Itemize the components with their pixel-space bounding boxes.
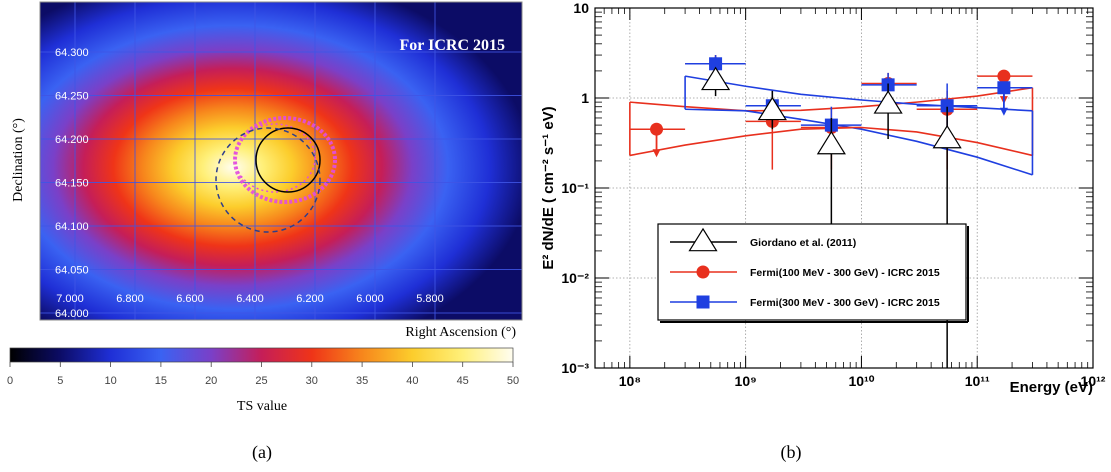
dec-tick-label: 64.100 xyxy=(55,221,89,233)
map-frame xyxy=(39,1,523,321)
colorbar xyxy=(9,347,514,363)
ts-contour xyxy=(233,116,337,204)
x-axis-label: Energy (eV) xyxy=(1010,379,1093,396)
data-points xyxy=(629,55,1033,368)
x-tick-label: 10⁹ xyxy=(735,373,757,389)
dec-tick-label: 64.150 xyxy=(55,178,89,190)
marker xyxy=(709,57,723,71)
ra-ticks: 7.000 6.800 6.600 6.400 6.200 6.000 5.800 xyxy=(56,293,444,305)
data-point xyxy=(629,122,686,158)
data-point xyxy=(701,66,731,97)
legend-entry: Fermi(100 MeV - 300 GeV) - ICRC 2015 xyxy=(670,265,940,279)
marker xyxy=(757,96,787,121)
y-axis-label: E² dN/dE ( cm⁻² s⁻¹ eV) xyxy=(540,106,557,269)
marker xyxy=(932,124,962,149)
marker xyxy=(816,130,846,155)
ra-tick-label: 6.800 xyxy=(116,293,144,305)
marker xyxy=(873,90,903,114)
legend-entry: Giordano et al. (2011) xyxy=(670,227,856,252)
band-upper-line xyxy=(684,75,1033,112)
ts-map-image xyxy=(40,2,522,320)
data-point xyxy=(757,90,787,130)
x-tick-label: 10⁸ xyxy=(619,373,641,389)
colorbar-tick-label: 15 xyxy=(155,375,167,387)
colorbar-tick-label: 10 xyxy=(104,375,116,387)
ra-tick-label: 7.000 xyxy=(56,293,84,305)
ts-map-panel: For ICRC 2015 64.300 64.250 64.200 64.150 64… xyxy=(0,0,525,467)
sed-panel: 10⁸ 10⁹ 10¹⁰ 10¹¹ 10¹² 10⁻³ 10⁻² 10⁻¹ 1 10 E² dN/… xyxy=(525,0,1111,467)
legend-label: Giordano et al. (2011) xyxy=(750,237,856,249)
colorbar-tick-label: 35 xyxy=(356,375,368,387)
legend-marker xyxy=(696,295,710,309)
map-grid xyxy=(40,2,522,320)
legend-marker xyxy=(688,227,718,252)
solid-circle xyxy=(255,127,321,193)
ra-label: Right Ascension (°) xyxy=(405,325,516,340)
band-lower-line xyxy=(685,108,1033,176)
dec-tick-label: 64.050 xyxy=(55,265,89,277)
data-point xyxy=(873,83,903,140)
colorbar-label: TS value xyxy=(237,399,287,414)
legend: Giordano et al. (2011) Fermi(100 MeV - 30… xyxy=(657,223,969,323)
colorbar-tick-label: 30 xyxy=(306,375,318,387)
upper-limit-arrow xyxy=(999,107,1008,116)
legend-label: Fermi(300 MeV - 300 GeV) - ICRC 2015 xyxy=(750,297,940,309)
declination-ticks: 64.300 64.250 64.200 64.150 64.100 64.050 64.0… xyxy=(55,47,89,320)
x-tick-label: 10¹¹ xyxy=(965,373,990,389)
legend-label: Fermi(100 MeV - 300 GeV) - ICRC 2015 xyxy=(750,267,940,279)
sed-chart: 10⁸ 10⁹ 10¹⁰ 10¹¹ 10¹² 10⁻³ 10⁻² 10⁻¹ 1 10 E² dN/… xyxy=(540,0,1106,463)
marker xyxy=(650,122,664,136)
colorbar-tick-label: 50 xyxy=(507,375,519,387)
declination-label: Declination (°) xyxy=(11,118,26,202)
data-point xyxy=(977,81,1033,116)
dashed-circle xyxy=(215,127,321,233)
upper-limit-arrow xyxy=(652,149,661,158)
x-tick-label: 10¹⁰ xyxy=(848,373,874,389)
dec-tick-label: 64.300 xyxy=(55,47,89,59)
ra-tick-label: 6.400 xyxy=(236,293,264,305)
dec-tick-label: 64.250 xyxy=(55,91,89,103)
axes: 10⁸ 10⁹ 10¹⁰ 10¹¹ 10¹² 10⁻³ 10⁻² 10⁻¹ 1 10 xyxy=(561,0,1105,389)
marker xyxy=(997,81,1011,95)
ra-tick-label: 6.000 xyxy=(356,293,384,305)
ra-tick-label: 5.800 xyxy=(416,293,444,305)
ra-tick-label: 6.200 xyxy=(296,293,324,305)
y-tick-label: 10⁻² xyxy=(561,270,589,286)
colorbar-tick-label: 40 xyxy=(406,375,418,387)
ts-map-figure: For ICRC 2015 64.30064.25064.20064.15064… xyxy=(7,1,523,463)
colorbar-tick-label: 20 xyxy=(205,375,217,387)
y-tick-label: 10⁻¹ xyxy=(561,180,589,196)
legend-marker xyxy=(696,265,710,279)
caption-b: (b) xyxy=(781,442,802,463)
banner: For ICRC 2015 xyxy=(400,37,505,54)
x-tick-label: 10¹² xyxy=(1081,373,1106,389)
colorbar-tick-label: 5 xyxy=(57,375,63,387)
colorbar-tick-label: 45 xyxy=(457,375,469,387)
y-tick-label: 10⁻³ xyxy=(561,360,589,376)
data-point xyxy=(816,117,846,224)
y-tick-label: 10 xyxy=(573,0,589,16)
colorbar-tick-label: 0 xyxy=(7,375,13,387)
y-tick-label: 1 xyxy=(581,90,589,106)
marker xyxy=(997,69,1011,83)
dec-tick-label: 64.200 xyxy=(55,134,89,146)
colorbar-tick-label: 25 xyxy=(255,375,267,387)
marker xyxy=(940,99,954,113)
colorbar-ticks: 0 5 10 15 20 25 30 35 40 45 50 xyxy=(7,362,519,387)
dec-tick-label: 64.000 xyxy=(55,308,89,320)
legend-entry: Fermi(300 MeV - 300 GeV) - ICRC 2015 xyxy=(670,295,940,309)
caption-a: (a) xyxy=(252,442,272,463)
ra-tick-label: 6.600 xyxy=(176,293,204,305)
marker xyxy=(701,66,731,91)
